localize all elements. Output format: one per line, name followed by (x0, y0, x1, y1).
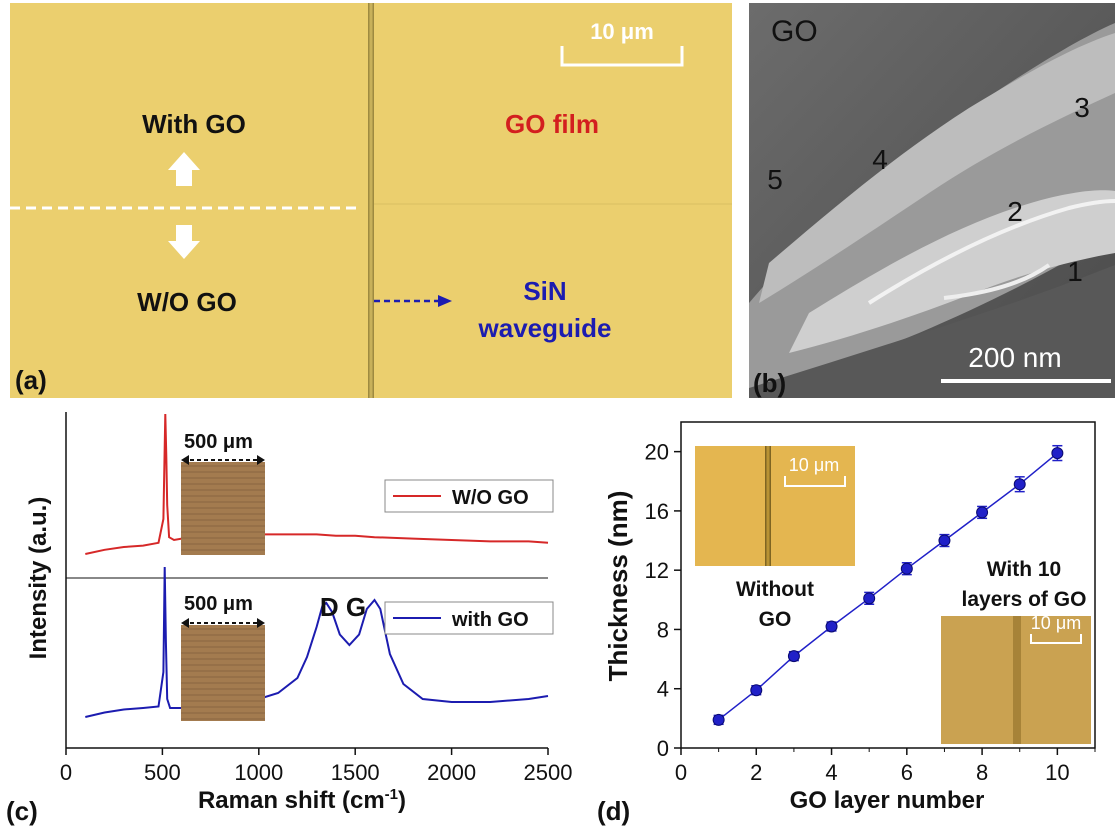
inset-left-scale-label: 10 μm (789, 455, 839, 475)
thickness-chart-svg: Thickness (nm) 0 2 4 6 8 10 0 4 8 12 16 20 10 μm Wi… (585, 404, 1119, 830)
panel-label-d: (d) (597, 796, 630, 826)
panel-a-svg: 10 μm With GO W/O GO GO film SiN wavegui… (10, 3, 732, 398)
thickness-y-tick-label: 12 (645, 558, 669, 583)
raman-x-tick-label: 1000 (234, 760, 283, 785)
panel-label-a: (a) (15, 365, 47, 395)
thickness-x-tick-label: 4 (825, 760, 837, 785)
inset-right-scale-label: 10 μm (1031, 613, 1081, 633)
thickness-data-point (826, 621, 837, 632)
raman-x-tick-label: 500 (144, 760, 181, 785)
raman-x-ticks: 0 500 1000 1500 2000 2500 (60, 748, 573, 785)
go-corner-label: GO (771, 15, 818, 48)
thickness-y-tick-label: 0 (657, 736, 669, 761)
panel-b-svg: GO 1 2 3 4 5 200 nm (b) (749, 3, 1115, 398)
thickness-y-tick-label: 16 (645, 499, 669, 524)
panel-c-raman-chart: Intensity (a.u.) 0 500 1000 1500 2000 2500 50… (0, 404, 585, 830)
thickness-x-tick-label: 10 (1045, 760, 1069, 785)
without-caption-1: Without (736, 578, 814, 601)
with10-caption-2: layers of GO (962, 588, 1087, 611)
raman-ylabel: Intensity (a.u.) (25, 497, 52, 660)
wo-go-label: W/O GO (137, 287, 237, 317)
scale-bar-label: 10 μm (590, 19, 654, 44)
thickness-y-tick-label: 4 (657, 677, 669, 702)
raman-chart-svg: Intensity (a.u.) 0 500 1000 1500 2000 2500 50… (0, 404, 585, 830)
raman-x-tick-label: 2000 (427, 760, 476, 785)
with10-caption-1: With 10 (987, 558, 1061, 581)
raman-x-tick-label: 2500 (524, 760, 573, 785)
thickness-x-tick-label: 2 (750, 760, 762, 785)
without-caption-2: GO (759, 608, 792, 631)
sem-scale-bar-label: 200 nm (968, 342, 1061, 373)
thickness-data-point (977, 507, 988, 518)
panel-d-thickness-chart: Thickness (nm) 0 2 4 6 8 10 0 4 8 12 16 20 10 μm Wi… (585, 404, 1119, 830)
thickness-ylabel: Thickness (nm) (603, 491, 633, 682)
thickness-data-point (788, 651, 799, 662)
layer-label-4: 4 (872, 144, 888, 175)
thickness-data-point (901, 563, 912, 574)
layer-label-1: 1 (1067, 256, 1083, 287)
raman-series-with-go (85, 567, 548, 717)
thickness-data-point (1052, 448, 1063, 459)
legend-bottom-label: with GO (451, 609, 529, 631)
sin-label: SiN (523, 276, 566, 306)
raman-xlabel: Raman shift (cm-1) (198, 786, 406, 814)
go-film-label: GO film (505, 109, 599, 139)
thickness-x-tick-label: 0 (675, 760, 687, 785)
waveguide-label: waveguide (478, 313, 612, 343)
layer-label-3: 3 (1074, 92, 1090, 123)
thickness-x-tick-label: 8 (976, 760, 988, 785)
raman-series (85, 414, 548, 717)
thickness-y-tick-label: 8 (657, 617, 669, 642)
inset-bottom-scale-label: 500 μm (184, 593, 253, 615)
thickness-data-point (864, 593, 875, 604)
panel-a-micrograph: 10 μm With GO W/O GO GO film SiN wavegui… (10, 3, 732, 398)
with-go-label: With GO (142, 109, 246, 139)
thickness-y-tick-label: 20 (645, 440, 669, 465)
thickness-data-point (1014, 479, 1025, 490)
thickness-x-tick-label: 6 (901, 760, 913, 785)
layer-label-5: 5 (767, 164, 783, 195)
panel-label-b: (b) (753, 368, 786, 398)
sem-scale-bar (941, 379, 1111, 383)
dg-peak-label: D G (320, 592, 366, 622)
raman-x-tick-label: 0 (60, 760, 72, 785)
thickness-xlabel: GO layer number (790, 787, 985, 814)
inset-top-scale-label: 500 μm (184, 431, 253, 453)
raman-x-tick-label: 1500 (331, 760, 380, 785)
thickness-data-point (939, 535, 950, 546)
thickness-data-point (713, 714, 724, 725)
legend-top-label: W/O GO (452, 487, 529, 509)
panel-label-c: (c) (6, 796, 38, 826)
panel-b-sem: GO 1 2 3 4 5 200 nm (b) (749, 3, 1115, 398)
thickness-data-point (751, 685, 762, 696)
layer-label-2: 2 (1007, 196, 1023, 227)
